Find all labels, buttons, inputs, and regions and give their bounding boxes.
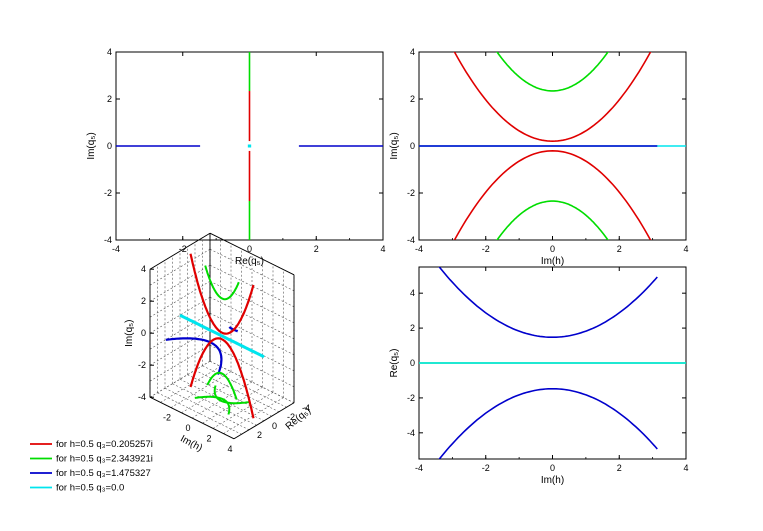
y-tick-label: -4: [407, 235, 415, 245]
box-edge: [209, 232, 295, 276]
series-q1-curve: [453, 52, 652, 143]
series-q2-curve-3d: [213, 385, 250, 405]
plot-im-h-vs-re-q5: -4 -2 0 2 4 -4 -2 0 2 4 Im(h) Re(q₅): [389, 266, 689, 486]
y-tick-label: 0: [410, 141, 415, 151]
z-tick-label: 0: [141, 328, 146, 338]
y-axis-label: Re(q₅): [389, 348, 400, 377]
series-q1-curve: [453, 149, 652, 240]
y-tick-label: 2: [410, 94, 415, 104]
z-tick-label: 2: [141, 296, 146, 306]
series-q3-curve-3d: [165, 337, 223, 375]
x-tick-label: 0: [550, 463, 555, 473]
series-q1-curve-3d: [189, 337, 255, 419]
floor-grid-line: [181, 376, 242, 414]
y-axis-label: Im(q₅): [389, 132, 400, 159]
y-tick-label: -4: [407, 428, 415, 438]
legend-label-q2: for h=0.5 q₃=2.343921i: [56, 454, 153, 465]
x-tick-label: 4: [683, 463, 688, 473]
x-tick-label: -2: [163, 413, 171, 423]
y-axis-label: Im(q₅): [86, 132, 97, 159]
y-tick-label: 4: [410, 288, 415, 298]
y-tick-label: 0: [410, 358, 415, 368]
x-tick-label: 4: [683, 244, 688, 254]
x-tick-label: 0: [247, 244, 252, 254]
x-tick-label: 0: [185, 423, 190, 433]
legend-label-q3: for h=0.5 q₃=1.475327: [56, 468, 151, 479]
floor-grid-line: [179, 378, 265, 422]
y-tick-label: 0: [272, 421, 277, 431]
x-axis-label: Im(h): [178, 433, 204, 454]
series-q1-curve-3d: [189, 253, 255, 335]
y-tick-label: 4: [410, 47, 415, 57]
x-tick-label: 2: [617, 244, 622, 254]
x-tick-label: -4: [112, 244, 120, 254]
x-axis-label: Im(h): [541, 475, 564, 486]
x-tick-label: 2: [314, 244, 319, 254]
x-axis-label: Re(q₅): [235, 256, 264, 267]
y-tick-label: -4: [104, 235, 112, 245]
y-tick-label: -2: [104, 188, 112, 198]
x-tick-label: -4: [415, 463, 423, 473]
plot-re-q5-vs-im-q5: -4 -2 0 2 4 -4 -2 0 2 4 Re(q₅) Im(q₅): [86, 47, 386, 267]
z-tick-label: -2: [138, 360, 146, 370]
x-axis-label: Im(h): [541, 256, 564, 267]
series-q2-curve: [496, 200, 609, 240]
series-q2-curve-3d: [206, 371, 238, 400]
x-tick-label: -2: [482, 244, 490, 254]
x-tick-label: 2: [206, 433, 211, 443]
y-tick-label: 0: [107, 141, 112, 151]
box-edge: [149, 232, 211, 270]
y-tick-label: 2: [107, 94, 112, 104]
z-tick-label: -4: [138, 392, 146, 402]
x-tick-label: -4: [415, 244, 423, 254]
series-q3-curve: [438, 388, 658, 459]
y-tick-label: -2: [287, 412, 295, 422]
series-q4-curve-3d: [179, 313, 265, 359]
y-tick-label: -2: [407, 188, 415, 198]
z-tick-label: 4: [141, 264, 146, 274]
box-edge: [149, 396, 235, 440]
y-tick-label: -4: [302, 403, 310, 413]
x-tick-label: -2: [179, 244, 187, 254]
z-axis-label: Im(q₅): [124, 320, 135, 347]
legend: for h=0.5 q₃=0.205257i for h=0.5 q₃=2.343…: [30, 439, 153, 494]
series-q2-curve: [496, 52, 609, 92]
y-tick-label: 2: [410, 323, 415, 333]
x-tick-label: 4: [227, 444, 232, 454]
plot-im-h-vs-im-q5: -4 -2 0 2 4 -4 -2 0 2 4 Im(h) Im(q₅): [389, 47, 689, 267]
y-tick-label: -2: [407, 393, 415, 403]
y-tick-label: 2: [257, 430, 262, 440]
y-tick-label: 4: [107, 47, 112, 57]
series-q2-curve-3d: [194, 395, 231, 415]
x-tick-label: 2: [617, 463, 622, 473]
legend-label-q1: for h=0.5 q₃=0.205257i: [56, 439, 153, 450]
series-q2-curve-3d: [204, 265, 240, 301]
x-tick-label: 4: [380, 244, 385, 254]
x-tick-label: 0: [550, 244, 555, 254]
series-q3-curve: [438, 267, 658, 338]
floor-grid-line: [191, 381, 253, 419]
legend-label-q4: for h=0.5 q₃=0.0: [56, 483, 124, 494]
box-edge: [233, 402, 295, 440]
x-tick-label: -2: [482, 463, 490, 473]
